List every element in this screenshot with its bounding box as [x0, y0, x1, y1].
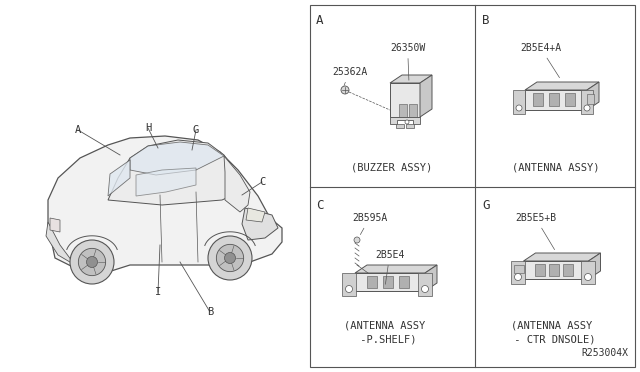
Polygon shape — [587, 82, 599, 110]
Circle shape — [516, 105, 522, 111]
Text: (ANTENNA ASSY): (ANTENNA ASSY) — [512, 162, 600, 172]
Text: A: A — [75, 125, 81, 135]
Polygon shape — [390, 75, 432, 83]
Circle shape — [354, 237, 360, 243]
Polygon shape — [418, 273, 432, 296]
Text: 2B5E5+B: 2B5E5+B — [515, 213, 556, 250]
Text: C: C — [316, 199, 323, 212]
Text: A: A — [316, 14, 323, 27]
Polygon shape — [587, 94, 594, 104]
Circle shape — [405, 120, 409, 124]
Circle shape — [78, 248, 106, 276]
Polygon shape — [224, 156, 250, 212]
Circle shape — [422, 285, 429, 292]
Text: 2B595A: 2B595A — [352, 213, 387, 235]
Polygon shape — [425, 265, 437, 291]
Polygon shape — [246, 208, 265, 222]
Bar — [310, 5, 635, 367]
Polygon shape — [130, 142, 224, 175]
Text: G: G — [193, 125, 199, 135]
Polygon shape — [549, 264, 559, 276]
Polygon shape — [533, 93, 543, 106]
Polygon shape — [409, 104, 417, 117]
Polygon shape — [242, 208, 278, 240]
Text: H: H — [145, 123, 151, 133]
Circle shape — [584, 273, 591, 280]
Circle shape — [86, 257, 97, 267]
Polygon shape — [525, 82, 599, 90]
Polygon shape — [549, 93, 559, 106]
Polygon shape — [367, 276, 377, 288]
Text: G: G — [482, 199, 490, 212]
Polygon shape — [108, 140, 240, 205]
Circle shape — [225, 253, 236, 263]
Polygon shape — [406, 124, 414, 128]
Text: I: I — [155, 287, 161, 297]
Polygon shape — [420, 75, 432, 117]
Text: B: B — [482, 14, 490, 27]
Polygon shape — [355, 273, 425, 291]
Polygon shape — [514, 265, 524, 273]
Polygon shape — [525, 90, 587, 110]
Polygon shape — [399, 104, 407, 117]
Text: 2B5E4: 2B5E4 — [375, 250, 404, 284]
Polygon shape — [589, 253, 600, 279]
Polygon shape — [399, 276, 409, 288]
Polygon shape — [581, 90, 593, 114]
Polygon shape — [48, 136, 282, 272]
Polygon shape — [46, 222, 75, 265]
Circle shape — [346, 285, 353, 292]
Text: C: C — [259, 177, 265, 187]
Circle shape — [341, 86, 349, 94]
Polygon shape — [524, 253, 600, 261]
Polygon shape — [383, 276, 393, 288]
Polygon shape — [535, 264, 545, 276]
Polygon shape — [390, 117, 420, 124]
Polygon shape — [513, 90, 525, 114]
Circle shape — [515, 273, 522, 280]
Text: R253004X: R253004X — [581, 348, 628, 358]
Text: (ANTENNA ASSY
 - CTR DNSOLE): (ANTENNA ASSY - CTR DNSOLE) — [508, 320, 596, 344]
Text: 26350W: 26350W — [390, 43, 425, 80]
Circle shape — [70, 240, 114, 284]
Polygon shape — [355, 265, 437, 273]
Text: 2B5E4+A: 2B5E4+A — [520, 43, 561, 78]
Circle shape — [584, 105, 590, 111]
Circle shape — [208, 236, 252, 280]
Polygon shape — [342, 273, 356, 296]
Text: B: B — [207, 307, 213, 317]
Polygon shape — [524, 261, 589, 279]
Circle shape — [216, 244, 244, 272]
Polygon shape — [396, 124, 404, 128]
Polygon shape — [581, 261, 595, 284]
Polygon shape — [511, 261, 525, 284]
Polygon shape — [50, 218, 60, 232]
Polygon shape — [108, 160, 130, 196]
Polygon shape — [136, 168, 196, 196]
Polygon shape — [390, 83, 420, 117]
Polygon shape — [565, 93, 575, 106]
Polygon shape — [563, 264, 573, 276]
Text: 25362A: 25362A — [332, 67, 367, 86]
Text: (BUZZER ASSY): (BUZZER ASSY) — [351, 162, 433, 172]
Text: (ANTENNA ASSY
 -P.SHELF): (ANTENNA ASSY -P.SHELF) — [344, 320, 426, 344]
